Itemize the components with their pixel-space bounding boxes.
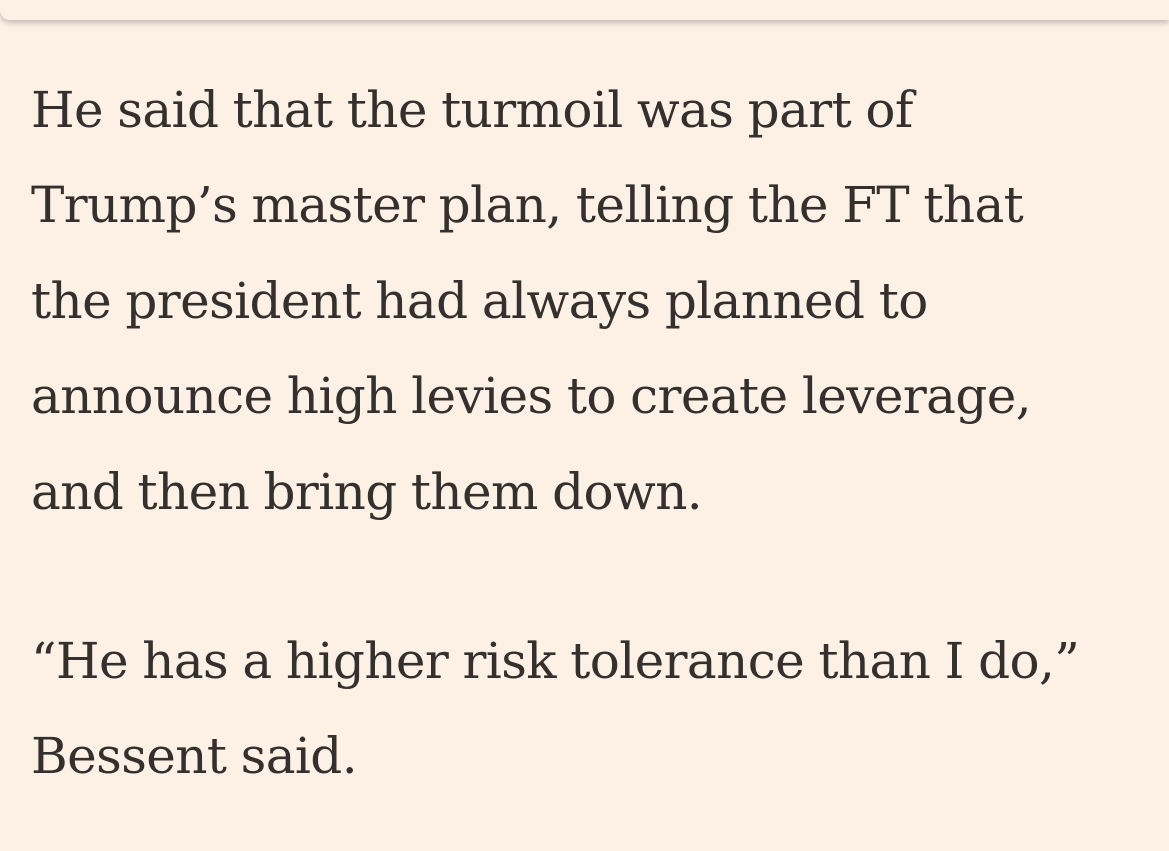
paragraph-line: and then bring them down.	[31, 462, 703, 521]
paragraph-line: Bessent said.	[31, 727, 358, 786]
paragraph-line: “He has a higher risk tolerance than I d…	[31, 632, 1080, 690]
article-quote-paragraph: “He has a higher risk tolerance than I d…	[31, 614, 1080, 805]
paragraph-line: announce high levies to create leverage,	[31, 367, 1032, 426]
top-app-bar	[0, 0, 1169, 20]
paragraph-line: Trump’s master plan, telling the FT that	[31, 176, 1024, 235]
paragraph-line: the president had always planned to	[31, 271, 928, 330]
article-paragraph: He said that the turmoil was part of Tru…	[31, 63, 1032, 540]
paragraph-line: He said that the turmoil was part of	[31, 81, 913, 139]
